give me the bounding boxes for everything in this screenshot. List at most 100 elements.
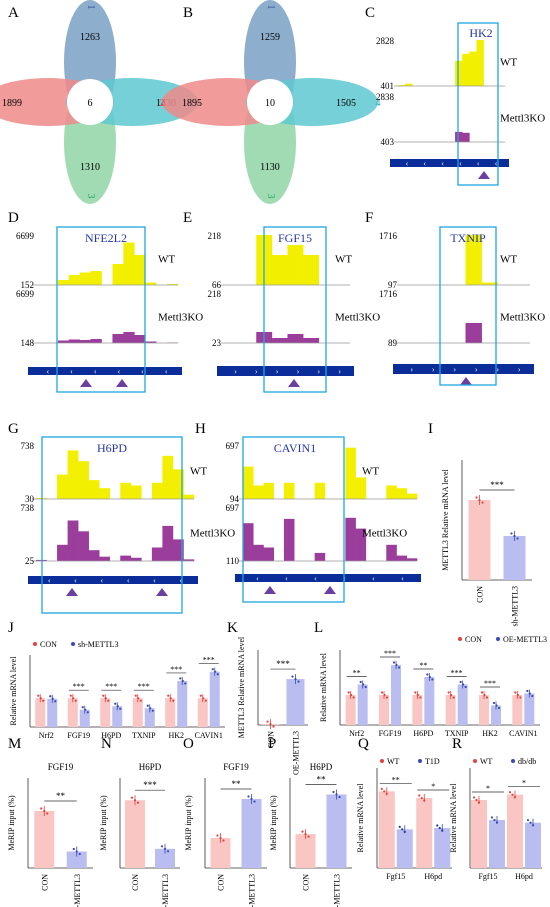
bar-treatment [286, 679, 305, 725]
data-point [247, 795, 250, 798]
gene-strand-arrow: ‹ [127, 576, 130, 585]
data-point [172, 699, 175, 702]
track-bar-wt [345, 447, 356, 499]
gene-strand-arrow: ‹ [459, 159, 462, 168]
bar-treatment [503, 536, 526, 580]
track-range-max: 218 [208, 289, 222, 299]
gene-strand-arrow: › [338, 367, 341, 376]
sig-label: ** [232, 779, 242, 789]
gene-strand-arrow: › [475, 365, 478, 374]
bar-sh-mettl3 [79, 709, 90, 727]
bar-sh-mettl3 [144, 708, 155, 727]
bar-treatment [155, 848, 175, 868]
gene-strand-arrow: ‹ [94, 367, 97, 376]
track-range-max: 2828 [376, 36, 395, 46]
x-tick-label: HK2 [482, 729, 498, 738]
gene-strand-arrow: › [276, 367, 279, 376]
data-point [134, 694, 137, 697]
bar-con [445, 695, 456, 725]
data-point [202, 697, 205, 700]
y-axis-label: METTL3 Relative mRNA level [441, 468, 450, 570]
m6a-site-marker [66, 588, 78, 596]
y-axis-label: Relative mRNA level [319, 652, 328, 722]
track-bar-ko [314, 552, 326, 561]
m6a-site-marker [116, 379, 128, 387]
data-point [269, 722, 272, 726]
track-bar-wt [355, 477, 367, 499]
track-bar-wt [172, 469, 184, 499]
bar-con [165, 698, 176, 727]
sig-label: * [486, 784, 490, 793]
bar-sh-mettl3 [209, 671, 220, 727]
data-point [253, 800, 256, 803]
data-point [149, 707, 152, 710]
gene-strand-arrow: ‹ [256, 574, 259, 583]
bar-oe-mettl3 [524, 693, 535, 725]
track-label-wt: WT [362, 466, 379, 478]
sig-label: *** [384, 649, 396, 658]
sig-label: ** [392, 775, 400, 784]
bar-db-db [525, 822, 541, 868]
track-bar-wt [271, 255, 288, 285]
track-range-max: 6699 [16, 231, 35, 241]
track-bar-ko [243, 523, 254, 561]
bar-chart-p: MeRIP input (%) H6PD CON OE-METTL3 ** [269, 762, 352, 907]
track-bar-ko [90, 339, 102, 343]
data-point [133, 799, 137, 802]
panel-letter-k: K [227, 620, 238, 636]
sig-label: ** [353, 669, 361, 678]
track-bar-ko [79, 340, 91, 343]
data-point [450, 693, 453, 697]
data-point [478, 498, 481, 502]
track-gene-title: H6PD [97, 441, 127, 455]
x-tick-label: CON [267, 731, 276, 748]
track-range-min: 97 [388, 280, 398, 290]
data-point [526, 689, 529, 693]
data-point [485, 696, 489, 699]
venn-count-top: 1263 [80, 32, 100, 43]
legend-label: WT [387, 757, 400, 766]
x-tick-label: Nrf2 [39, 731, 54, 740]
data-point [416, 693, 419, 697]
gene-strand-arrow: ‹ [70, 367, 73, 376]
track-bar-wt [130, 485, 142, 499]
data-point [423, 799, 426, 802]
venn-count-center: 6 [88, 98, 93, 109]
track-range-min: 148 [21, 338, 35, 348]
track-bar-wt [120, 482, 132, 499]
bar-chart-r: Relative mRNA level Fgf15 * H6pd * WT db/db [449, 757, 542, 881]
chart-title: H6PD [310, 762, 333, 772]
legend-marker [418, 759, 422, 763]
data-point [119, 707, 122, 710]
data-point [495, 821, 499, 824]
bar-chart-m: MeRIP input (%) FGF19 CON sh -METTL3 ** [7, 762, 93, 907]
track-bar-ko [68, 339, 80, 343]
highlight-box [41, 436, 183, 614]
data-point [462, 683, 465, 686]
data-point [338, 795, 341, 799]
panel-letter-m: M [8, 736, 21, 752]
track-bar-wt [465, 235, 482, 285]
track-bar-wt [90, 271, 102, 285]
legend-label: db/db [518, 757, 536, 766]
track-bar-ko [396, 555, 408, 561]
x-tick-label: CON [302, 874, 311, 891]
panel-letter-p: P [268, 736, 276, 752]
track-range-max: 697 [226, 503, 240, 513]
data-point [516, 537, 519, 540]
panel-letter-n: N [101, 736, 112, 752]
x-tick-label: sh -METTL3 [161, 874, 170, 907]
data-point [529, 821, 532, 824]
data-point [438, 826, 441, 830]
bar-chart-k: METTL3 Relative mRNA level CON OE-METTL3 **… [237, 636, 308, 775]
bar-con [67, 698, 78, 727]
track-bar-ko [345, 517, 356, 561]
data-point [385, 696, 389, 699]
data-point [526, 819, 530, 822]
gene-strand-arrow: ‹ [74, 576, 77, 585]
data-point [107, 699, 110, 702]
legend-label: CON [465, 635, 482, 644]
track-range-max: 218 [208, 231, 222, 241]
venn-label-3: 3 [265, 194, 276, 199]
